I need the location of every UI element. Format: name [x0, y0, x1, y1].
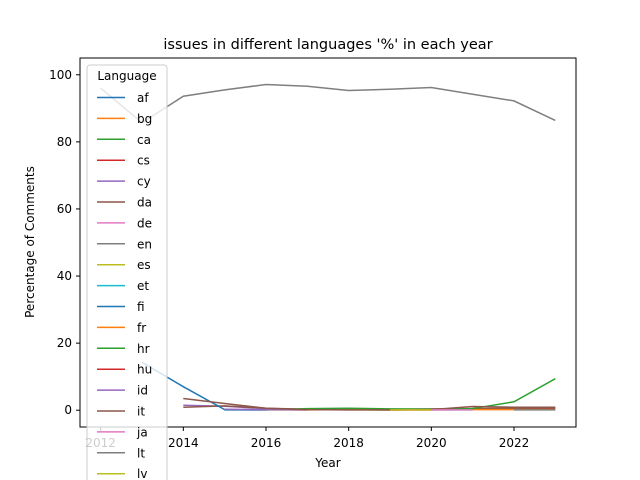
series-line-it [183, 397, 556, 411]
y-tick-label: 60 [57, 202, 72, 216]
legend-label-ja: ja [136, 425, 148, 439]
y-tick-label: 40 [57, 269, 72, 283]
chart-title: issues in different languages '%' in eac… [163, 37, 492, 53]
legend-label-hr: hr [137, 342, 150, 356]
legend-label-bg: bg [137, 112, 152, 126]
y-tick-label: 80 [57, 135, 72, 149]
x-axis-label: Year [314, 456, 340, 470]
legend-label-lv: lv [137, 467, 147, 480]
legend: Language af bg ca cs cy da de en es et fi fr hr hu id i… [86, 64, 168, 480]
legend-label-fr: fr [137, 321, 146, 335]
series-line-en [100, 83, 556, 124]
legend-box [86, 64, 168, 480]
legend-label-hu: hu [137, 363, 152, 377]
legend-label-ca: ca [137, 133, 151, 147]
legend-label-es: es [137, 258, 151, 272]
legend-label-lt: lt [137, 446, 145, 460]
x-tick-label: 2020 [416, 436, 447, 450]
y-tick-label: 20 [57, 336, 72, 350]
legend-title: Language [97, 69, 156, 83]
series-layer [100, 83, 556, 411]
legend-label-it: it [137, 405, 145, 419]
legend-label-de: de [137, 216, 152, 230]
y-tick-label: 0 [64, 403, 72, 417]
legend-label-et: et [137, 279, 149, 293]
legend-label-fi: fi [137, 300, 145, 314]
x-tick-label: 2014 [168, 436, 199, 450]
plot-frame [79, 57, 577, 428]
x-tick-label: 2022 [499, 436, 530, 450]
x-tick-label: 2016 [251, 436, 282, 450]
legend-label-da: da [137, 196, 152, 210]
y-axis-label: Percentage of Comments [23, 166, 37, 318]
legend-label-en: en [137, 237, 152, 251]
legend-label-af: af [137, 91, 149, 105]
y-axis-ticks: 0 20 40 60 80 100 [49, 68, 80, 417]
legend-label-cs: cs [137, 154, 150, 168]
y-tick-label: 100 [49, 68, 72, 82]
legend-label-cy: cy [137, 175, 151, 189]
x-tick-label: 2018 [333, 436, 364, 450]
legend-label-id: id [137, 384, 148, 398]
